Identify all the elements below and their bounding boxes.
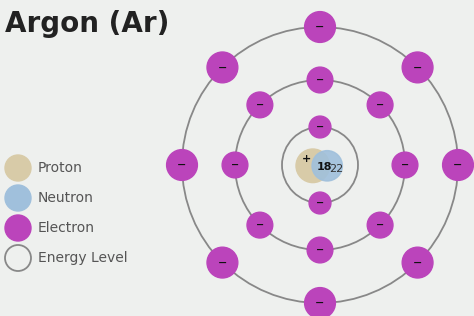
Circle shape — [305, 12, 336, 42]
Text: −: − — [401, 160, 409, 170]
Text: −: − — [316, 198, 324, 208]
Circle shape — [5, 215, 31, 241]
Text: Energy Level: Energy Level — [38, 251, 128, 265]
Circle shape — [307, 237, 333, 263]
Text: Neutron: Neutron — [38, 191, 94, 205]
Circle shape — [166, 149, 197, 180]
Text: −: − — [231, 160, 239, 170]
Circle shape — [392, 152, 418, 178]
Text: −: − — [315, 298, 325, 308]
Text: −: − — [453, 160, 463, 170]
Circle shape — [247, 92, 273, 118]
Circle shape — [305, 288, 336, 316]
Text: 22: 22 — [329, 164, 344, 174]
Text: −: − — [256, 100, 264, 110]
Circle shape — [367, 212, 393, 238]
Text: −: − — [376, 220, 384, 230]
Text: Proton: Proton — [38, 161, 83, 175]
Circle shape — [402, 52, 433, 83]
Text: −: − — [413, 63, 422, 72]
Circle shape — [309, 116, 331, 138]
Text: −: − — [218, 63, 227, 72]
Circle shape — [307, 67, 333, 93]
Circle shape — [5, 155, 31, 181]
Circle shape — [207, 247, 238, 278]
Text: −: − — [218, 258, 227, 268]
Circle shape — [402, 247, 433, 278]
Circle shape — [207, 52, 238, 83]
Circle shape — [5, 185, 31, 211]
Circle shape — [296, 149, 329, 183]
Text: −: − — [256, 220, 264, 230]
Text: −: − — [413, 258, 422, 268]
Circle shape — [247, 212, 273, 238]
Text: Argon (Ar): Argon (Ar) — [5, 10, 169, 38]
Text: −: − — [316, 122, 324, 132]
Text: Electron: Electron — [38, 221, 95, 235]
Text: −: − — [316, 245, 324, 255]
Text: −: − — [177, 160, 187, 170]
Text: −: − — [376, 100, 384, 110]
Text: −: − — [315, 22, 325, 32]
Text: −: − — [316, 75, 324, 85]
Circle shape — [367, 92, 393, 118]
Circle shape — [443, 149, 474, 180]
Circle shape — [312, 151, 342, 181]
Text: 18: 18 — [317, 162, 332, 172]
Text: +: + — [301, 154, 311, 164]
Circle shape — [309, 192, 331, 214]
Circle shape — [222, 152, 248, 178]
